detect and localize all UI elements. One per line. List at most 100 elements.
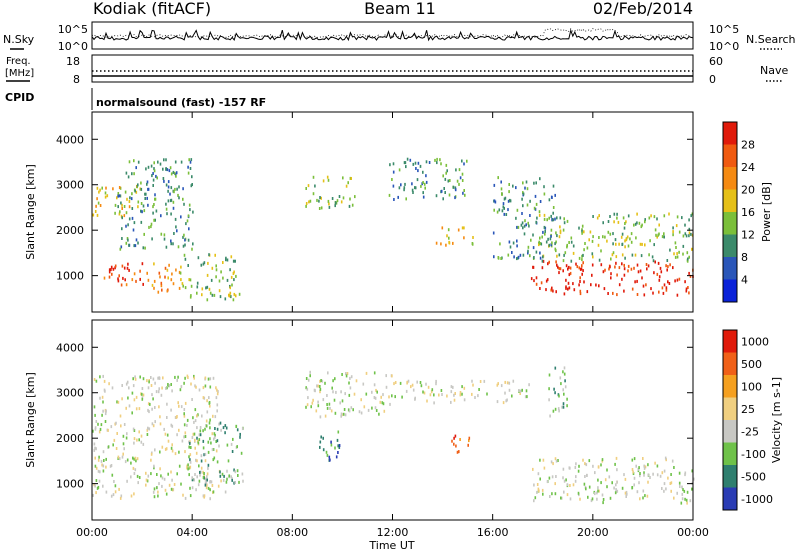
velocity-cell bbox=[195, 385, 197, 389]
power-cell bbox=[187, 238, 190, 242]
velocity-cell bbox=[316, 384, 318, 388]
power-cell bbox=[635, 236, 637, 240]
velocity-cell bbox=[206, 410, 209, 414]
velocity-cell bbox=[505, 399, 507, 403]
velocity-cell bbox=[320, 379, 322, 382]
power-cell bbox=[456, 179, 459, 183]
power-cell bbox=[606, 239, 608, 243]
velocity-cell bbox=[548, 373, 551, 377]
power-cell bbox=[153, 169, 156, 173]
velocity-cell bbox=[644, 494, 646, 498]
velocity-cell bbox=[171, 389, 173, 393]
velocity-cell bbox=[131, 391, 134, 395]
velocity-cell bbox=[548, 398, 550, 402]
power-cell bbox=[180, 278, 182, 282]
power-cell bbox=[354, 195, 356, 199]
velocity-cell bbox=[596, 497, 598, 501]
power-cell bbox=[403, 161, 406, 165]
power-cell bbox=[509, 198, 511, 202]
power-cell bbox=[552, 289, 554, 293]
power-cell bbox=[170, 242, 172, 246]
velocity-cell bbox=[360, 411, 363, 415]
power-cell bbox=[527, 221, 529, 225]
velocity-cell bbox=[161, 476, 164, 480]
power-cell bbox=[452, 185, 455, 189]
velocity-cell bbox=[119, 496, 122, 500]
power-cell bbox=[685, 234, 688, 238]
velocity-cell bbox=[154, 406, 156, 409]
velocity-cell bbox=[431, 388, 434, 392]
velocity-cell bbox=[205, 486, 208, 490]
velocity-cell bbox=[642, 457, 644, 460]
velocity-cell bbox=[615, 456, 618, 460]
power-cell bbox=[345, 184, 348, 188]
power-cell bbox=[543, 217, 546, 221]
velocity-cell bbox=[194, 438, 196, 442]
power-cell bbox=[647, 264, 650, 268]
velocity-cell bbox=[333, 398, 336, 402]
power-cell bbox=[648, 253, 650, 257]
velocity-cell bbox=[149, 402, 151, 406]
power-cell bbox=[305, 202, 308, 205]
power-cell bbox=[172, 200, 175, 204]
velocity-cell bbox=[209, 418, 211, 422]
velocity-cell bbox=[188, 445, 190, 449]
velocity-cell bbox=[112, 443, 114, 447]
velocity-cell bbox=[183, 435, 185, 439]
velocity-cell bbox=[152, 377, 155, 381]
power-colorbar-swatch bbox=[723, 234, 737, 257]
velocity-cell bbox=[146, 433, 149, 436]
power-cell bbox=[123, 266, 126, 270]
power-cell bbox=[184, 238, 186, 242]
power-cell bbox=[567, 281, 570, 285]
velocity-cell bbox=[440, 389, 443, 392]
power-cell bbox=[558, 235, 561, 239]
velocity-cell bbox=[606, 468, 608, 472]
power-cell bbox=[507, 253, 510, 257]
velocity-cell bbox=[317, 384, 320, 388]
power-cell bbox=[454, 186, 457, 190]
power-cell bbox=[535, 220, 537, 224]
power-cell bbox=[160, 214, 162, 218]
power-cell bbox=[539, 251, 541, 255]
velocity-cell bbox=[102, 484, 104, 488]
velocity-cell bbox=[548, 476, 551, 480]
velocity-cell bbox=[379, 400, 382, 404]
power-cell bbox=[655, 233, 657, 237]
velocity-cell bbox=[585, 463, 588, 467]
power-cell bbox=[153, 161, 155, 165]
power-cell bbox=[147, 187, 150, 191]
velocity-cell bbox=[560, 496, 563, 500]
velocity-cell bbox=[358, 410, 361, 414]
velocity-cell bbox=[157, 390, 160, 394]
velocity-cell bbox=[597, 465, 600, 469]
velocity-cell bbox=[317, 404, 320, 408]
power-cell bbox=[147, 278, 150, 282]
velocity-cell bbox=[204, 376, 207, 380]
velocity-cell bbox=[161, 484, 163, 488]
velocity-cell bbox=[225, 426, 228, 430]
power-cell bbox=[543, 225, 546, 229]
power-cell bbox=[165, 167, 167, 171]
power-cell bbox=[392, 184, 395, 188]
power-cell bbox=[581, 229, 583, 233]
power-cell bbox=[548, 198, 551, 202]
power-cell bbox=[609, 215, 611, 218]
velocity-cell bbox=[575, 475, 577, 479]
power-cell bbox=[167, 199, 170, 203]
velocity-cell bbox=[193, 432, 196, 436]
power-cell bbox=[663, 232, 665, 236]
velocity-cell bbox=[456, 450, 459, 454]
velocity-cell bbox=[217, 390, 219, 394]
velocity-cell bbox=[326, 406, 329, 410]
power-cell bbox=[449, 179, 451, 182]
velocity-cell bbox=[539, 458, 541, 462]
power-cell bbox=[152, 172, 154, 175]
power-cell bbox=[586, 246, 589, 250]
power-cell bbox=[139, 187, 141, 191]
power-cell bbox=[202, 262, 205, 266]
power-cell bbox=[117, 277, 119, 281]
power-cell bbox=[435, 194, 438, 198]
velocity-cell bbox=[506, 381, 509, 385]
power-cell bbox=[152, 205, 154, 209]
